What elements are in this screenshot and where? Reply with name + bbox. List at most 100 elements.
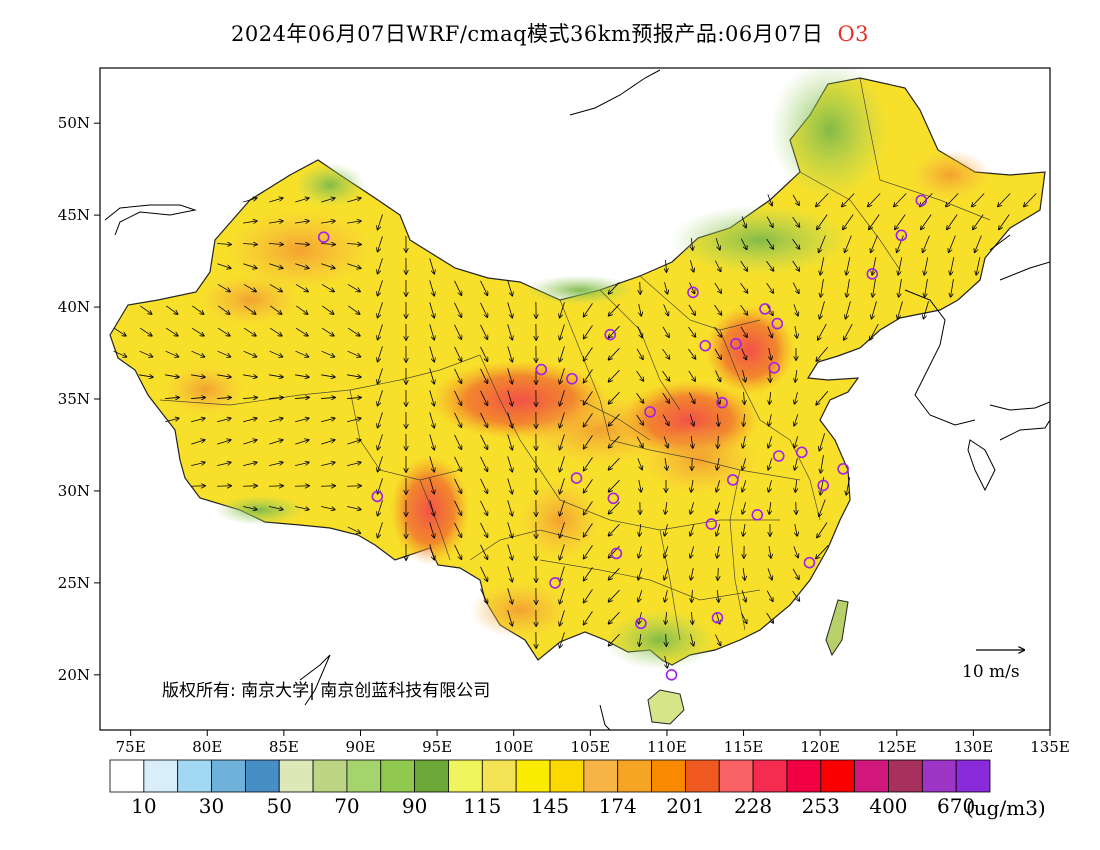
lat-tick-label: 50N — [58, 114, 90, 132]
wind-arrow — [608, 347, 620, 360]
wind-arrow — [454, 500, 462, 515]
colorbar-tick-label: 50 — [266, 794, 292, 818]
wind-arrow — [792, 282, 799, 294]
axes: 20N 25N 30N 35N 40N 45N 50N 75E 80E 85E 90E 95E 100E… — [58, 114, 1070, 756]
wind-arrow — [217, 440, 230, 445]
wind-arrow — [480, 280, 488, 295]
title-text: 2024年06月07日WRF/cmaq模式36km预报产品:06月07日 — [230, 22, 824, 46]
wind-arrow — [842, 193, 855, 206]
wind-arrow — [795, 392, 798, 404]
wind-arrow — [269, 198, 282, 203]
colorbar-tick-label: 30 — [198, 794, 225, 818]
wind-arrow — [608, 479, 620, 492]
wind-arrow — [717, 458, 719, 470]
wind-arrow — [743, 524, 745, 536]
wind-arrow — [347, 198, 360, 203]
unit-label: (ug/m3) — [966, 796, 1046, 820]
wind-arrow — [480, 346, 488, 361]
wind-arrow — [295, 440, 308, 445]
wind-arrow — [795, 458, 798, 470]
wind-arrow — [639, 480, 641, 492]
wind-arrow — [454, 302, 462, 317]
wind-arrow — [638, 568, 643, 579]
wind-arrow — [191, 418, 205, 423]
wind-arrow — [243, 198, 256, 203]
wind-arrow — [378, 368, 383, 383]
wind-arrow — [636, 436, 643, 448]
wind-arrow — [767, 568, 772, 579]
wind-arrow — [507, 566, 513, 581]
site-marker — [549, 577, 561, 589]
wind-arrow — [165, 418, 179, 423]
wind-arrow — [322, 305, 333, 314]
wind-arrow — [947, 214, 958, 230]
wind-arrow — [378, 280, 383, 295]
wind-arrow — [792, 568, 799, 579]
wind-arrow — [846, 477, 851, 495]
wind-arrow — [794, 414, 799, 425]
wind-arrow — [295, 418, 309, 423]
site-marker — [711, 612, 724, 624]
wind-arrow — [715, 370, 721, 382]
wind-arrow — [507, 478, 513, 493]
wind-arrow — [608, 281, 620, 294]
wind-arrow — [718, 435, 719, 448]
wind-arrow — [584, 325, 593, 338]
colorbar-swatch — [380, 759, 416, 793]
wind-arrow — [690, 524, 695, 535]
wind-arrow — [584, 523, 593, 536]
colorbar-tick-label: 201 — [666, 794, 705, 818]
wind-arrow — [191, 375, 205, 377]
wind-arrow — [792, 590, 800, 601]
wind-vectors — [113, 193, 1037, 667]
wind-arrow — [792, 260, 800, 271]
wind-arrow — [690, 546, 695, 557]
wind-arrow — [715, 238, 720, 249]
wind-arrow — [378, 456, 383, 471]
colorbar-swatch — [921, 759, 957, 793]
wind-arrow — [321, 375, 335, 377]
wind-arrow — [507, 522, 513, 537]
colorbar-tick-label: 90 — [401, 794, 428, 818]
concentration-overlay — [165, 68, 990, 670]
wind-arrow — [378, 434, 383, 449]
colorbar-tick-label: 174 — [598, 794, 637, 818]
wind-arrow — [429, 346, 435, 361]
wind-arrow — [429, 324, 435, 339]
wind-arrow — [454, 412, 462, 427]
wind-arrow — [191, 327, 204, 336]
wind-arrow — [165, 375, 179, 377]
site-marker — [687, 286, 699, 299]
wind-arrow — [347, 462, 361, 466]
wind-arrow — [321, 263, 334, 268]
site-marker — [635, 617, 647, 630]
wind-arrow — [347, 526, 361, 533]
wind-arrow — [664, 282, 668, 294]
wind-arrow — [217, 263, 230, 268]
colorbar-swatch — [651, 759, 686, 793]
wind-arrow — [480, 456, 488, 471]
wind-arrow — [769, 391, 770, 404]
wind-arrow — [347, 506, 361, 509]
colorbar-tick-label: 670 — [937, 794, 976, 818]
site-marker — [610, 547, 623, 560]
colorbar-swatch — [515, 759, 551, 793]
wind-arrow — [295, 327, 308, 336]
wind-arrow — [321, 462, 335, 466]
wind-arrow — [843, 214, 854, 230]
wind-arrow — [818, 323, 827, 340]
wind-arrow — [740, 326, 747, 337]
wind-arrow — [950, 257, 955, 275]
wind-arrow — [243, 375, 257, 377]
wind-arrow — [429, 456, 435, 471]
wind-arrow — [744, 391, 745, 404]
wind-arrow — [454, 522, 462, 537]
wind-arrow — [584, 589, 593, 602]
wind-arrow — [743, 413, 744, 426]
lat-tick-label: 35N — [58, 390, 90, 408]
wind-arrow — [243, 221, 257, 223]
colorbar-tick-label: 70 — [334, 794, 360, 818]
wind-arrow — [690, 634, 693, 646]
site-marker — [795, 446, 808, 459]
wind-arrow — [692, 611, 693, 624]
